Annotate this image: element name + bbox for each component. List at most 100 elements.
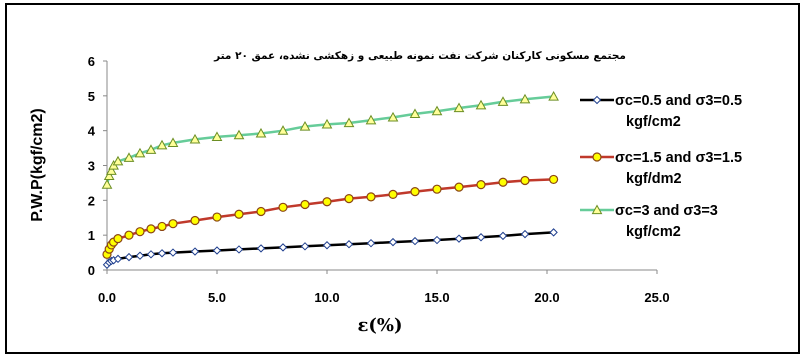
data-point xyxy=(135,227,145,237)
x-tick-label: 5.0 xyxy=(208,290,226,305)
data-point xyxy=(344,240,354,249)
data-point xyxy=(190,247,200,256)
data-point xyxy=(453,102,465,113)
data-point xyxy=(388,237,398,247)
data-point xyxy=(234,209,244,219)
data-point xyxy=(549,228,558,237)
data-point xyxy=(454,182,464,192)
data-point xyxy=(475,99,487,110)
data-point xyxy=(123,152,135,162)
data-point xyxy=(113,254,123,264)
data-point xyxy=(168,219,178,229)
data-point xyxy=(431,105,443,116)
legend-label: kgf/cm2 xyxy=(626,114,681,130)
data-point xyxy=(387,111,399,122)
data-point xyxy=(278,202,288,212)
data-point xyxy=(366,238,376,248)
data-point xyxy=(322,197,332,207)
data-point xyxy=(124,252,134,262)
data-point xyxy=(300,199,310,210)
x-tick-label: 25.0 xyxy=(644,290,669,305)
y-tick-label: 5 xyxy=(88,89,95,104)
data-point xyxy=(124,230,134,240)
data-point xyxy=(498,177,508,187)
legend-label: σc=3 and σ3=3 xyxy=(615,203,718,219)
legend-label: kgf/cm2 xyxy=(626,224,681,240)
chart-frame xyxy=(5,3,800,354)
series-1 xyxy=(102,228,558,269)
data-point xyxy=(156,139,168,150)
y-tick-label: 4 xyxy=(88,124,96,139)
legend-label: kgf/dm2 xyxy=(626,171,682,187)
data-point xyxy=(409,108,421,119)
series-3 xyxy=(101,91,559,189)
data-point xyxy=(591,204,603,215)
data-point xyxy=(189,133,201,144)
series-2 xyxy=(102,174,559,259)
legend-label: σc=1.5 and σ3=1.5 xyxy=(615,150,742,166)
x-axis-label: ε(%) xyxy=(357,315,402,336)
data-point xyxy=(256,206,266,217)
data-point xyxy=(432,235,442,245)
legend-item-2: σc=1.5 and σ3=1.5 kgf/dm2 xyxy=(580,150,742,187)
data-point xyxy=(190,215,200,226)
data-point xyxy=(212,246,222,255)
series-line xyxy=(106,231,554,266)
data-point xyxy=(112,155,124,166)
data-point xyxy=(277,125,289,135)
data-point xyxy=(146,250,156,259)
data-point xyxy=(103,170,115,181)
data-point xyxy=(157,221,167,232)
data-point xyxy=(548,174,559,185)
data-point xyxy=(520,175,530,186)
data-point xyxy=(432,184,442,194)
data-point xyxy=(592,152,602,162)
legend-item-1: σc=0.5 and σ3=0.5 kgf/cm2 xyxy=(580,93,742,130)
data-point xyxy=(388,189,398,200)
data-point xyxy=(410,236,420,246)
data-point xyxy=(476,233,486,242)
data-point xyxy=(366,192,376,202)
data-point xyxy=(520,229,530,239)
data-point xyxy=(497,96,509,106)
data-point xyxy=(299,120,311,131)
data-point xyxy=(145,144,157,154)
data-point xyxy=(365,114,377,125)
data-point xyxy=(548,91,559,101)
legend-item-3: σc=3 and σ3=3 kgf/cm2 xyxy=(580,203,718,240)
data-point xyxy=(519,93,531,104)
data-point xyxy=(101,179,113,189)
y-tick-label: 6 xyxy=(88,54,95,69)
data-point xyxy=(113,234,123,244)
y-axis-label: P.W.P(kgf/cm2) xyxy=(29,108,46,222)
data-point xyxy=(157,249,167,258)
data-point xyxy=(255,127,267,138)
y-tick-label: 2 xyxy=(88,193,95,208)
data-point xyxy=(168,248,178,257)
data-point xyxy=(498,231,508,241)
data-point xyxy=(321,118,333,129)
x-tick-label: 20.0 xyxy=(534,290,559,305)
data-point xyxy=(212,212,222,222)
y-tick-label: 0 xyxy=(88,263,95,278)
series-line xyxy=(105,178,554,255)
data-point xyxy=(134,147,146,158)
data-point xyxy=(211,131,223,142)
data-point xyxy=(592,95,602,105)
chart-title: مجتمع مسکونی کارکنان شرکت نفت نمونه طبیع… xyxy=(213,50,626,62)
axes: 0 1 2 3 4 5 6 0.0 5.0 10.0 15.0 20.0 25.0 xyxy=(88,54,670,305)
data-point xyxy=(233,129,245,140)
data-point xyxy=(106,165,117,175)
data-point xyxy=(410,187,420,197)
data-point xyxy=(344,193,354,204)
data-point xyxy=(343,117,355,128)
x-tick-label: 0.0 xyxy=(98,290,116,305)
series-layer xyxy=(101,91,559,269)
data-point xyxy=(256,244,266,253)
legend-label: σc=0.5 and σ3=0.5 xyxy=(615,93,742,109)
data-point xyxy=(476,180,486,190)
data-point xyxy=(167,137,179,147)
data-point xyxy=(234,245,244,254)
data-point xyxy=(135,251,145,260)
